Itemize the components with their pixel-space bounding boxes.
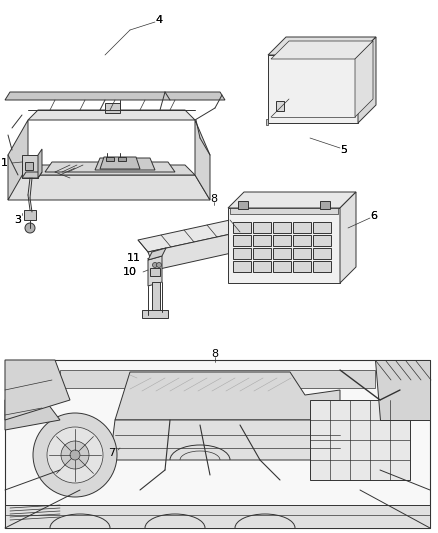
Text: 8: 8	[212, 349, 219, 359]
Bar	[253, 261, 271, 272]
Polygon shape	[228, 208, 340, 283]
Polygon shape	[115, 372, 340, 420]
Text: 6: 6	[371, 211, 378, 221]
Polygon shape	[268, 55, 358, 123]
Circle shape	[156, 262, 162, 268]
Polygon shape	[148, 232, 245, 270]
Bar	[293, 222, 311, 233]
Text: 1: 1	[1, 158, 8, 168]
Bar	[293, 235, 311, 246]
Bar	[293, 248, 311, 259]
Bar	[233, 248, 251, 259]
Polygon shape	[45, 162, 175, 172]
Polygon shape	[18, 165, 195, 175]
Polygon shape	[8, 120, 28, 200]
Bar	[273, 261, 291, 272]
Bar	[253, 248, 271, 259]
Bar	[273, 248, 291, 259]
Bar	[253, 235, 271, 246]
Polygon shape	[375, 360, 430, 420]
Bar	[293, 261, 311, 272]
Polygon shape	[100, 157, 140, 169]
Polygon shape	[138, 220, 240, 252]
Polygon shape	[310, 400, 410, 480]
Bar	[320, 201, 330, 209]
Polygon shape	[148, 256, 162, 286]
Text: 3: 3	[14, 215, 21, 225]
Text: 5: 5	[340, 145, 347, 155]
Bar	[233, 235, 251, 246]
Polygon shape	[355, 41, 373, 117]
Polygon shape	[195, 120, 210, 200]
Polygon shape	[60, 370, 375, 388]
Bar	[150, 268, 160, 276]
Polygon shape	[5, 360, 430, 528]
Polygon shape	[5, 360, 70, 420]
Circle shape	[25, 223, 35, 233]
Bar	[313, 261, 331, 272]
Polygon shape	[152, 282, 160, 310]
Bar	[25, 162, 33, 170]
Polygon shape	[24, 210, 36, 220]
Bar	[118, 157, 126, 161]
Polygon shape	[8, 175, 210, 200]
Polygon shape	[38, 149, 42, 178]
Bar	[313, 222, 331, 233]
Bar	[105, 103, 120, 113]
Bar	[233, 261, 251, 272]
Polygon shape	[268, 37, 376, 55]
Bar	[313, 235, 331, 246]
Text: 10: 10	[123, 267, 137, 277]
Polygon shape	[228, 192, 356, 208]
Bar	[273, 235, 291, 246]
Polygon shape	[340, 192, 356, 283]
Polygon shape	[358, 37, 376, 123]
Circle shape	[61, 441, 89, 469]
Polygon shape	[142, 310, 168, 318]
Polygon shape	[95, 158, 155, 170]
Polygon shape	[5, 505, 430, 528]
Polygon shape	[266, 119, 268, 125]
Text: 4: 4	[155, 15, 162, 25]
Bar	[276, 101, 284, 111]
Polygon shape	[5, 400, 60, 430]
Circle shape	[152, 262, 158, 268]
Polygon shape	[5, 92, 225, 100]
Polygon shape	[110, 420, 345, 460]
Text: 7: 7	[109, 448, 116, 458]
Bar	[106, 157, 114, 161]
Polygon shape	[28, 110, 195, 120]
Polygon shape	[148, 248, 166, 260]
Text: 11: 11	[127, 253, 141, 263]
Text: 11: 11	[127, 253, 141, 263]
Circle shape	[70, 450, 80, 460]
Text: 4: 4	[155, 15, 162, 25]
Bar	[233, 222, 251, 233]
Bar	[313, 248, 331, 259]
Text: 6: 6	[371, 211, 378, 221]
Bar	[238, 201, 248, 209]
Text: 8: 8	[210, 194, 218, 204]
Text: 3: 3	[14, 215, 21, 225]
Bar	[253, 222, 271, 233]
Polygon shape	[22, 155, 38, 178]
Bar	[273, 222, 291, 233]
Polygon shape	[271, 41, 373, 59]
Text: 10: 10	[123, 267, 137, 277]
Circle shape	[33, 413, 117, 497]
Circle shape	[47, 427, 103, 483]
Polygon shape	[22, 172, 42, 178]
Text: 1: 1	[1, 158, 8, 168]
Polygon shape	[230, 208, 338, 214]
Text: 5: 5	[340, 145, 347, 155]
